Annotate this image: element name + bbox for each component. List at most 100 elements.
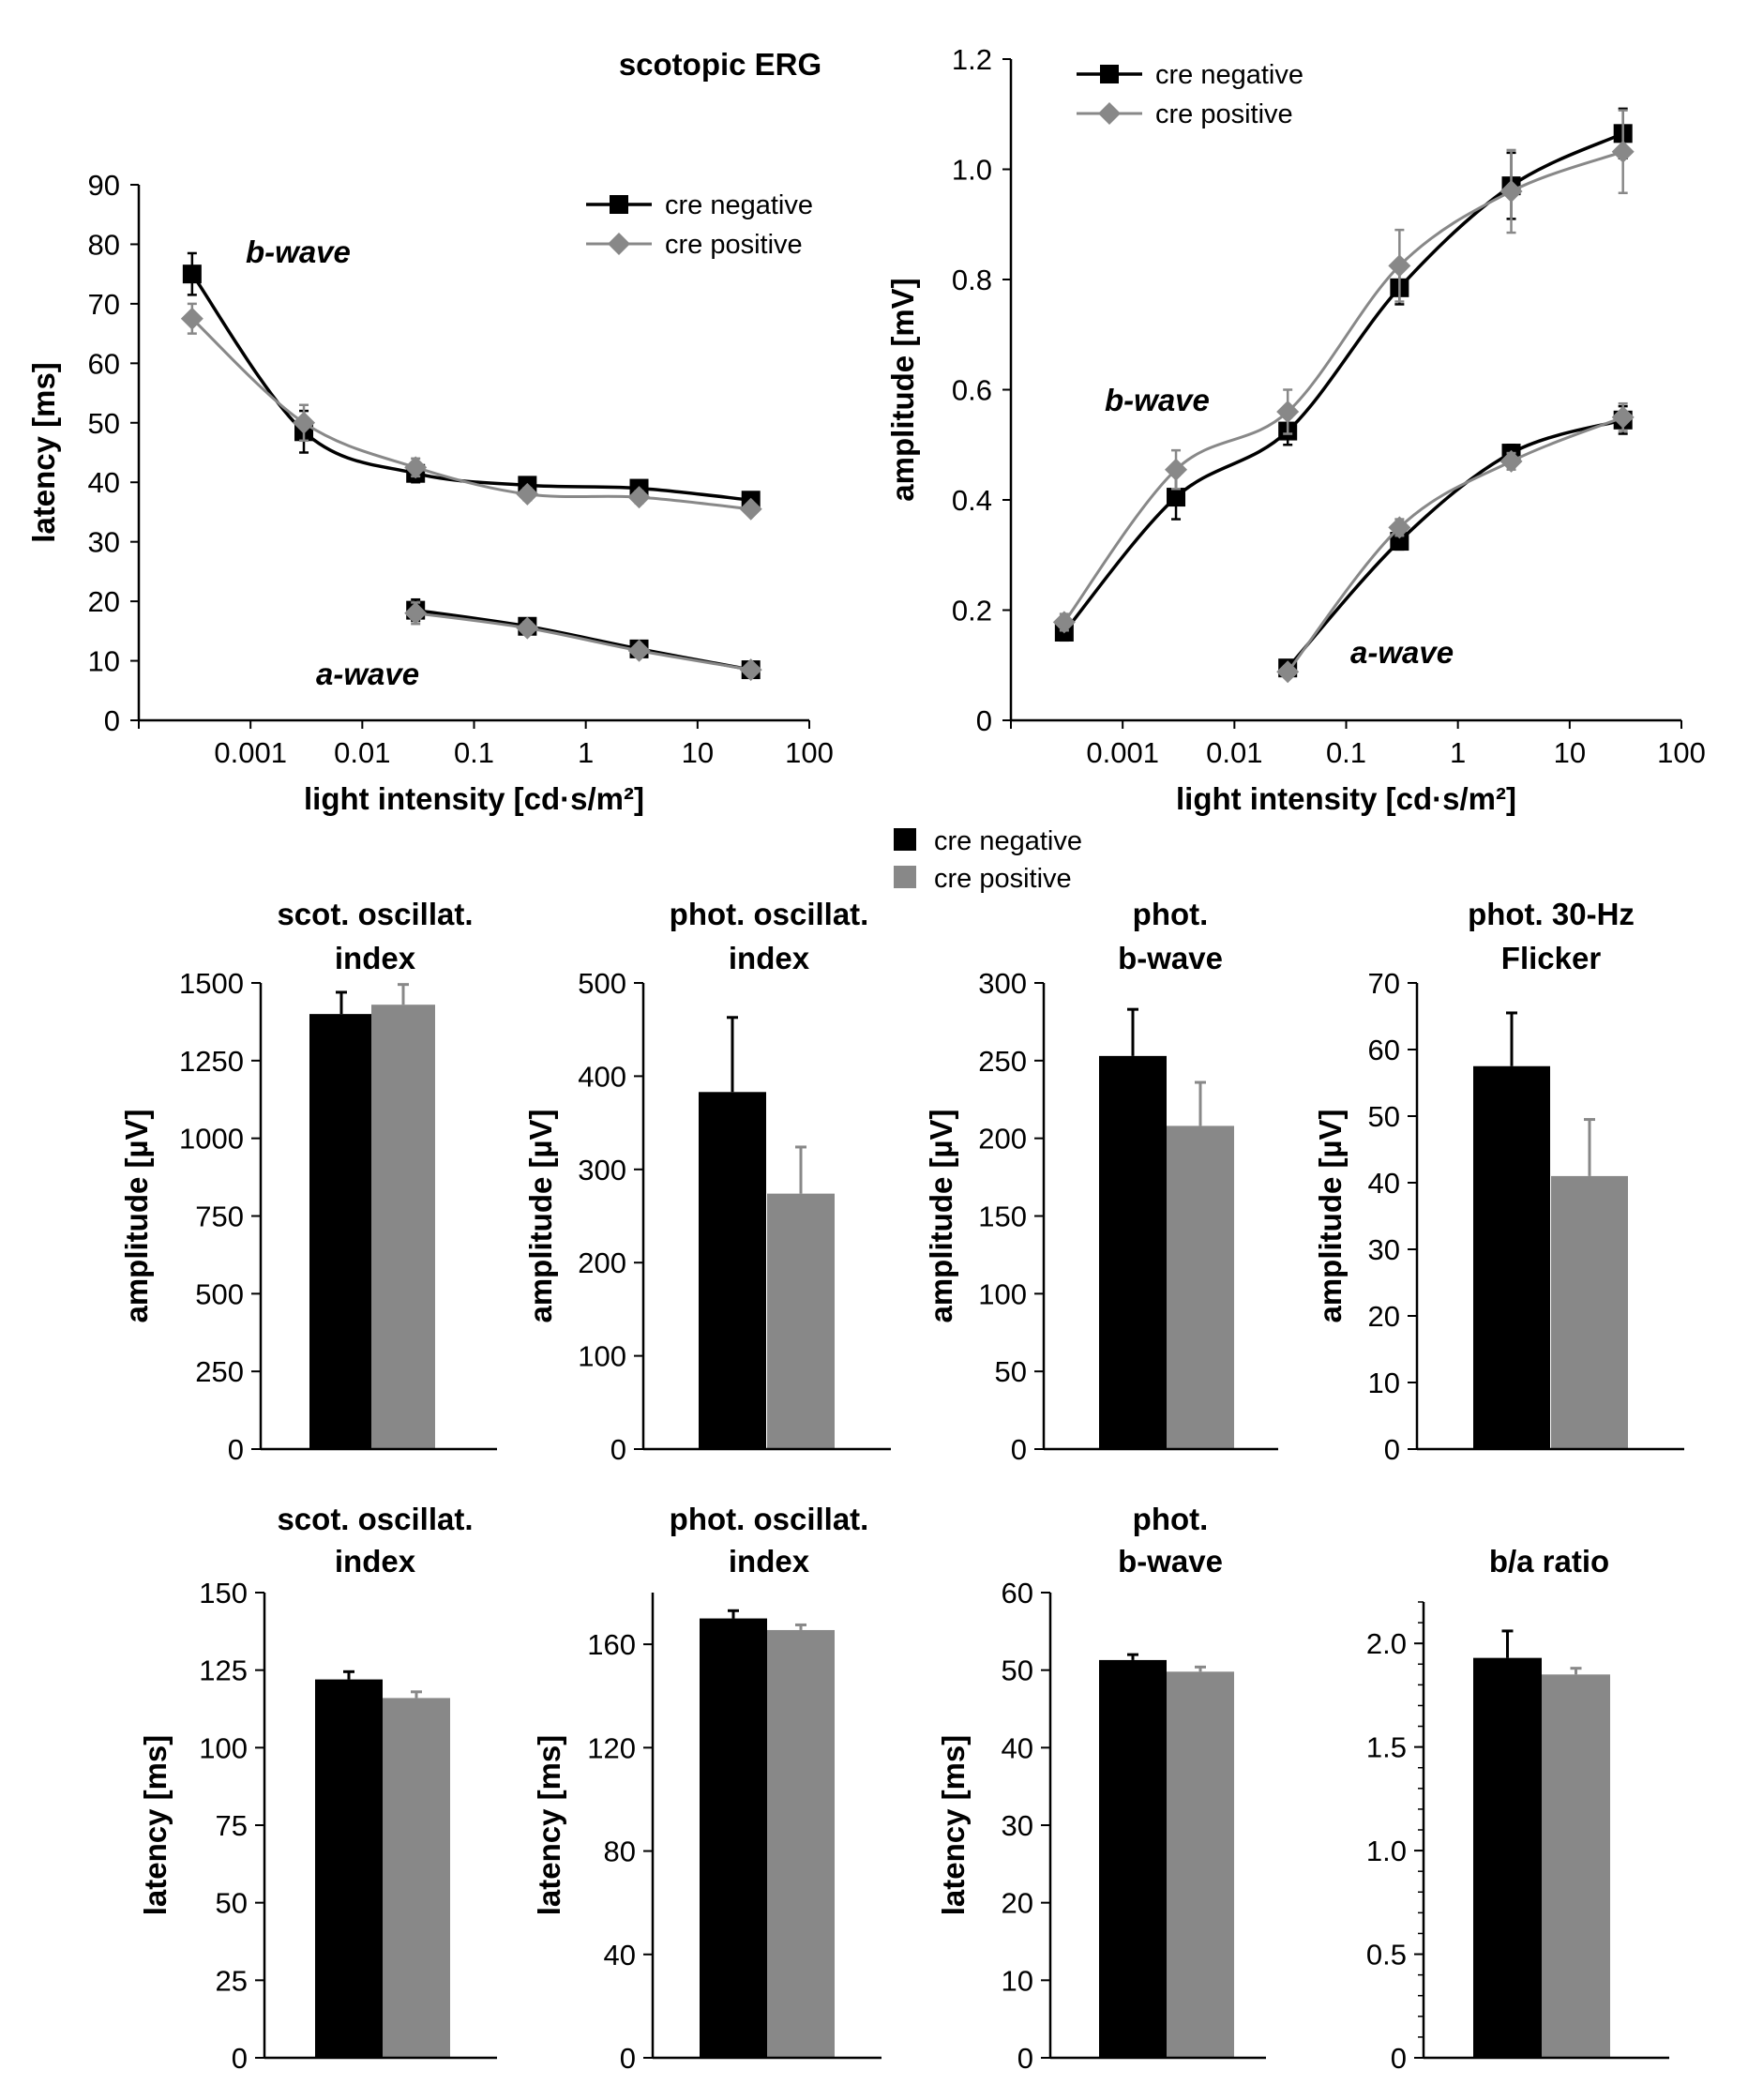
y-tick-label: 250: [978, 1045, 1027, 1078]
y-tick-label: 1250: [179, 1045, 244, 1078]
bar-chart-scot-osc-amp: scot. oscillat. index 0 250 500 750 1000 1250 15…: [119, 897, 497, 1466]
data-point-diamond: [1611, 405, 1635, 429]
x-axis-title: light intensity [cd·s/m²]: [1176, 781, 1516, 816]
panel-title: phot. oscillat.: [670, 1502, 869, 1536]
series-cre-positive-a-wave: [1276, 401, 1635, 684]
bar-legend-swatch-cre-negative: [894, 828, 916, 851]
y-tick-label: 0: [1391, 2042, 1407, 2075]
data-point-diamond: [516, 616, 539, 640]
panel-title: phot. oscillat.: [670, 897, 869, 931]
y-tick-label: 100: [978, 1277, 1027, 1310]
y-tick-label: 150: [978, 1201, 1027, 1233]
bar-chart-phot-bwave-amp: phot. b-wave 0 50 100 150 200 250 300 amplitude […: [924, 897, 1278, 1466]
x-tick-label: 0.001: [214, 736, 287, 769]
data-point-diamond: [1165, 458, 1188, 481]
y-tick-label: 200: [978, 1123, 1027, 1156]
legend-label-cre-positive: cre positive: [665, 230, 803, 260]
line-chart-amplitude: 0.001 0.01 0.1 1 10 100 0 0.2 0.4 0.6 0.8 1.0 1.2 lig…: [885, 43, 1706, 816]
y-tick-label: 60: [1002, 1577, 1033, 1609]
y-tick-label: 100: [199, 1731, 248, 1764]
panel-title: b/a ratio: [1489, 1544, 1609, 1579]
data-point-square: [1167, 488, 1186, 507]
series-line: [414, 612, 751, 672]
y-tick-label: 500: [578, 967, 626, 1000]
bar-cre-positive: [1542, 1674, 1610, 2058]
y-tick-label: 80: [88, 228, 120, 261]
data-point-diamond: [404, 601, 428, 625]
y-tick-label: 50: [1368, 1100, 1400, 1133]
bar-cre-positive: [383, 1698, 450, 2058]
bar-legend-label-cre-positive: cre positive: [934, 864, 1072, 894]
series-cre-negative-b-wave: [182, 251, 761, 510]
legend-label-cre-negative: cre negative: [1155, 60, 1303, 90]
y-tick-label: 300: [978, 967, 1027, 1000]
series-cre-negative-b-wave: [1054, 107, 1633, 642]
series-cre-negative-a-wave: [1278, 404, 1633, 678]
legend-label-cre-negative: cre negative: [665, 190, 813, 220]
legend-marker-cre-positive: [1098, 102, 1121, 125]
bar-cre-positive: [1167, 1126, 1234, 1449]
y-tick-label: 70: [1368, 967, 1400, 1000]
y-axis-title: amplitude [µV]: [523, 1109, 558, 1322]
y-tick-label: 200: [578, 1246, 626, 1279]
y-tick-label: 70: [88, 288, 120, 321]
x-tick-label: 1: [1450, 736, 1466, 769]
y-tick-label: 0: [1011, 1433, 1027, 1466]
bar-cre-positive: [371, 1005, 435, 1449]
y-tick-label: 1.0: [1366, 1835, 1407, 1867]
y-tick-label: 40: [88, 466, 120, 499]
panel-title: phot.: [1133, 897, 1209, 931]
y-tick-label: 0: [1017, 2042, 1033, 2075]
y-tick-label: 0: [104, 704, 120, 737]
bar-cre-negative: [1473, 1657, 1542, 2058]
y-axis-title: latency [ms]: [26, 362, 61, 543]
x-tick-label: 1: [578, 736, 594, 769]
data-point-diamond: [180, 307, 203, 330]
x-tick-label: 0.1: [454, 736, 494, 769]
y-tick-label: 60: [1368, 1034, 1400, 1066]
y-tick-label: 0: [610, 1433, 626, 1466]
series-cre-positive-a-wave: [404, 601, 762, 682]
panel-title: Flicker: [1501, 941, 1602, 975]
y-tick-label: 0: [620, 2042, 636, 2075]
y-tick-label: 10: [1368, 1367, 1400, 1399]
y-tick-label: 400: [578, 1060, 626, 1093]
panel-title: phot.: [1133, 1502, 1209, 1536]
panel-title: b-wave: [1118, 941, 1223, 975]
y-tick-label: 160: [587, 1628, 636, 1661]
bar-cre-negative: [315, 1679, 383, 2058]
data-point-diamond: [1276, 400, 1300, 423]
y-tick-label: 40: [604, 1939, 636, 1972]
y-tick-label: 20: [1002, 1887, 1033, 1920]
data-point-diamond: [516, 482, 539, 506]
y-tick-label: 10: [1002, 1964, 1033, 1997]
y-tick-label: 1000: [179, 1123, 244, 1156]
bar-chart-ba-ratio: b/a ratio 0 0.5 1.0 1.5 2.0: [1366, 1544, 1669, 2075]
y-tick-label: 60: [88, 347, 120, 380]
x-tick-label: 100: [1657, 736, 1706, 769]
y-tick-label: 300: [578, 1154, 626, 1186]
y-tick-label: 120: [587, 1731, 636, 1764]
series-cre-positive-b-wave: [180, 302, 762, 521]
bar-cre-positive: [1167, 1671, 1234, 2058]
series-line: [1287, 415, 1624, 673]
panel-title: scot. oscillat.: [277, 897, 473, 931]
y-axis-title: amplitude [mV]: [885, 278, 920, 501]
y-tick-label: 0.4: [952, 484, 992, 517]
y-axis-title: amplitude [µV]: [119, 1109, 154, 1322]
y-tick-label: 50: [216, 1887, 248, 1920]
y-tick-label: 0.2: [952, 595, 992, 627]
bar-legend-swatch-cre-positive: [894, 866, 916, 888]
wave-label-b-wave: b-wave: [1105, 383, 1210, 417]
y-axis-title: amplitude [µV]: [924, 1109, 958, 1322]
line-chart-latency: 0.001 0.01 0.1 1 10 100 0 10 20 30 40 50 60 70 80 90 lig…: [26, 169, 834, 816]
bar-cre-negative: [699, 1092, 766, 1449]
y-tick-label: 1.5: [1366, 1731, 1407, 1764]
y-tick-label: 90: [88, 169, 120, 202]
data-point-diamond: [404, 456, 428, 479]
x-tick-label: 10: [682, 736, 714, 769]
figure-title: scotopic ERG: [619, 47, 821, 82]
data-point-diamond: [1499, 449, 1523, 473]
x-tick-label: 100: [785, 736, 834, 769]
bar-cre-negative: [1099, 1055, 1167, 1449]
